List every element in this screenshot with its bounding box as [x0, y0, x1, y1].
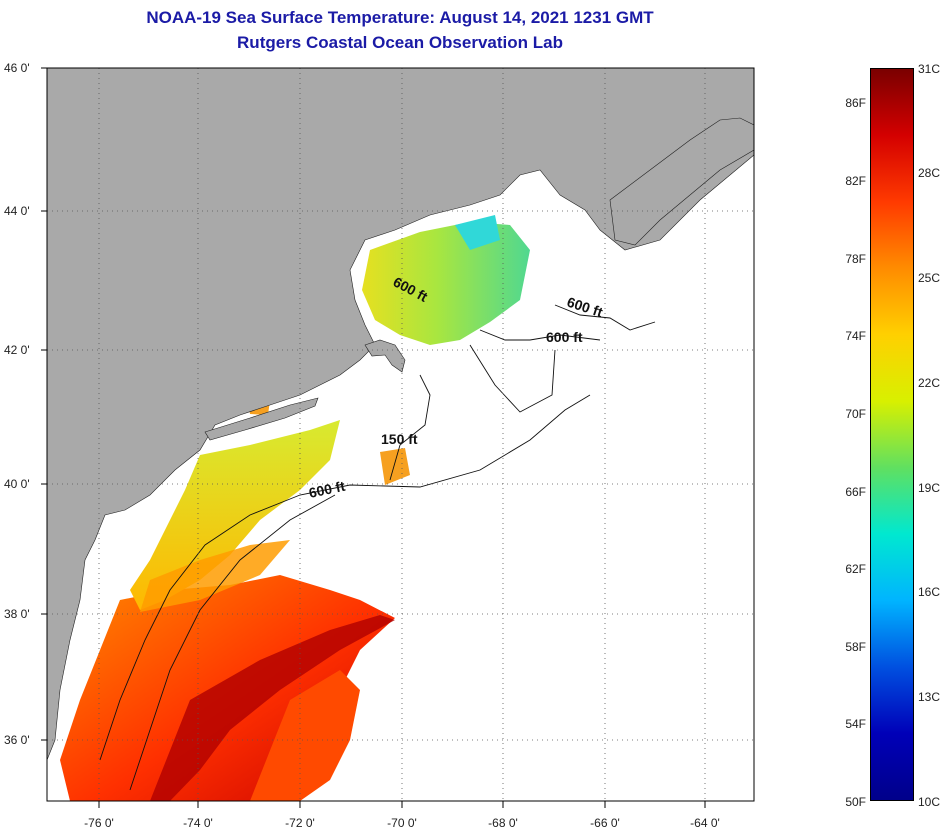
colorbar-label-50f: 50F — [845, 795, 866, 809]
colorbar-label-25c: 25C — [918, 271, 941, 285]
bathymetry-contours — [99, 304, 656, 791]
axis-ticks — [41, 67, 706, 808]
cape-cod-land — [364, 339, 406, 373]
map-title: NOAA-19 Sea Surface Temperature: August … — [146, 8, 654, 27]
lon-label-76: -76 0' — [84, 816, 114, 830]
colorbar-label-10c: 10C — [918, 795, 941, 809]
nova-scotia-land — [609, 117, 754, 246]
lon-label-68: -68 0' — [488, 816, 518, 830]
contour-label-georges: 600 ft — [546, 329, 583, 345]
colorbar-label-66f: 66F — [845, 485, 866, 499]
lat-label-44: 44 0' — [4, 204, 30, 218]
shelf-water — [130, 420, 340, 610]
colorbar-label-16c: 16C — [918, 585, 941, 599]
long-island-land — [204, 397, 319, 441]
colorbar-label-78f: 78F — [845, 252, 866, 266]
gulf-stream-core — [150, 615, 395, 801]
cool-patch — [455, 215, 500, 250]
colorbar-label-22c: 22C — [918, 376, 941, 390]
lon-label-70: -70 0' — [387, 816, 417, 830]
lat-label-46: 46 0' — [4, 61, 30, 75]
colorbar-label-28c: 28C — [918, 166, 941, 180]
colorbar-label-86f: 86F — [845, 96, 866, 110]
plot-frame — [46, 67, 755, 802]
lon-label-74: -74 0' — [183, 816, 213, 830]
lon-label-72: -72 0' — [285, 816, 315, 830]
grid-lines — [47, 68, 754, 801]
temperature-colorbar — [870, 68, 914, 801]
colorbar-label-74f: 74F — [845, 329, 866, 343]
lon-label-66: -66 0' — [590, 816, 620, 830]
shelf-warm-band — [140, 540, 290, 612]
warm-patch-south — [250, 670, 360, 801]
contour-label-shelf: 600 ft — [307, 478, 346, 501]
warm-patch-georges — [380, 448, 410, 485]
colorbar-label-70f: 70F — [845, 407, 866, 421]
map-subtitle: Rutgers Coastal Ocean Observation Lab — [237, 33, 563, 52]
colorbar-label-31c: 31C — [918, 62, 941, 76]
gulf-of-maine-water — [362, 222, 530, 345]
lat-label-38: 38 0' — [4, 607, 30, 621]
lat-label-42: 42 0' — [4, 343, 30, 357]
colorbar-label-82f: 82F — [845, 174, 866, 188]
colorbar-label-62f: 62F — [845, 562, 866, 576]
contour-label-150: 150 ft — [381, 431, 418, 447]
lat-label-40: 40 0' — [4, 477, 30, 491]
colorbar-label-13c: 13C — [918, 690, 941, 704]
colorbar-label-19c: 19C — [918, 481, 941, 495]
colorbar-label-58f: 58F — [845, 640, 866, 654]
lat-label-36: 36 0' — [4, 733, 30, 747]
colorbar-label-54f: 54F — [845, 717, 866, 731]
lon-label-64: -64 0' — [690, 816, 720, 830]
